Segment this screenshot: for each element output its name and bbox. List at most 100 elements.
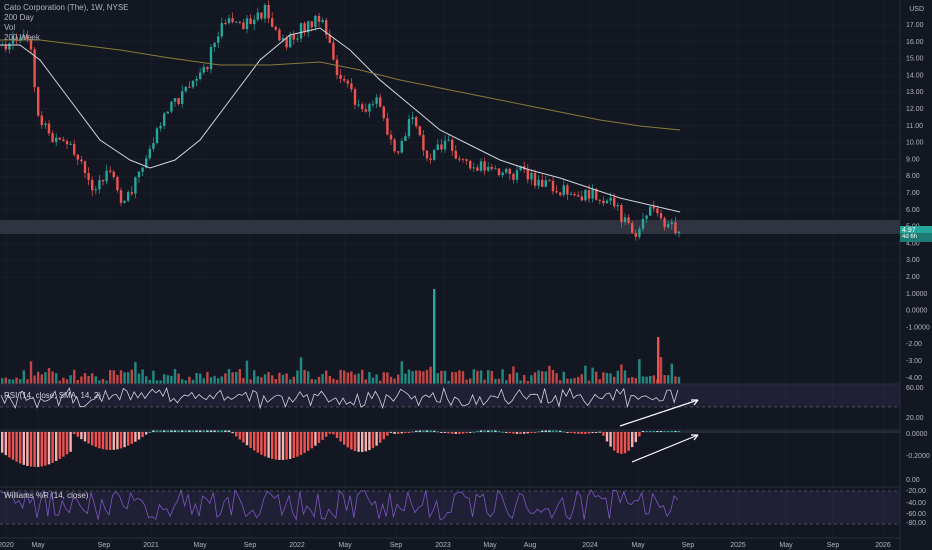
candle-body [544, 180, 547, 187]
volume-bar [677, 376, 681, 384]
candle-body [443, 140, 447, 150]
time-axis[interactable]: 2020 May Sep 2021 May Sep 2022 May Sep 2023 May Aug… [0, 542, 891, 549]
volume-bar [667, 375, 670, 384]
time-tick-label: Sep [244, 542, 257, 549]
macd-bar [537, 431, 540, 433]
rsi-label[interactable]: RSI (14, close, SMA, 14, 2) [4, 391, 101, 400]
price-axis[interactable]: 17.00 16.00 15.00 14.00 13.00 12.00 11.00 10.00… [906, 22, 930, 527]
legend-item-200-week[interactable]: 200 Week [4, 33, 40, 42]
volume-bar [670, 363, 673, 384]
volume-bar [249, 379, 252, 384]
price-tick-label: 3.00 [906, 257, 920, 264]
volume-bar [51, 371, 54, 384]
candle-body [292, 34, 295, 40]
candle-body [274, 26, 277, 30]
macd-bar [638, 432, 641, 437]
volume-bar [62, 377, 65, 384]
candle-body [119, 190, 123, 203]
macd-bar [274, 432, 277, 460]
volume-bar [512, 366, 515, 384]
macd-bar [80, 432, 83, 440]
volume-bar [256, 376, 259, 384]
volume-bar [551, 369, 555, 384]
macd-bar [332, 432, 335, 435]
candle-body [148, 148, 151, 159]
macd-bar [652, 431, 655, 432]
macd-bar [119, 432, 123, 449]
volume-bar [101, 378, 105, 384]
macd-bar [303, 432, 306, 453]
candle-body [209, 47, 213, 70]
candle-body [649, 206, 652, 216]
volume-bar [206, 371, 209, 384]
volume-bar [371, 377, 375, 384]
volume-bar [123, 372, 126, 384]
ma-200-week-line [0, 39, 681, 131]
williams-label[interactable]: Williams %R (14, close) [4, 491, 89, 500]
candle-body [51, 133, 54, 142]
macd-bar [58, 432, 61, 459]
volume-bar [461, 371, 465, 384]
macd-bar [476, 431, 479, 433]
macd-bar [73, 432, 76, 435]
macd-bar [505, 432, 508, 433]
macd-bar [11, 432, 15, 460]
candle-body [641, 218, 645, 229]
candle-body [202, 66, 205, 73]
candlesticks [1, 0, 681, 241]
volume-bar [584, 365, 587, 384]
macd-bar [202, 430, 205, 432]
candle-body [184, 86, 187, 92]
candle-body [573, 193, 576, 196]
volume-bar [350, 371, 353, 384]
candle-body [87, 173, 90, 180]
time-tick-label: May [631, 542, 645, 549]
volume-bar [94, 376, 97, 384]
candle-body [379, 97, 382, 107]
macd-bar [631, 432, 634, 448]
macd-bar [519, 432, 522, 434]
macd-bar [65, 432, 69, 455]
macd-bar [674, 431, 677, 432]
symbol-title[interactable]: Cato Corporation (The), 1W, NYSE [4, 3, 129, 12]
volume-bar [580, 374, 583, 384]
volume-bar [289, 379, 292, 384]
volume-bar [407, 369, 411, 384]
price-tick-label: 17.00 [906, 22, 924, 29]
macd-bar [587, 432, 591, 434]
macd-bar [184, 430, 187, 432]
candle-body [569, 193, 573, 195]
volume-bar [382, 372, 385, 384]
chart-grid [0, 0, 900, 538]
macd-bar [307, 432, 310, 451]
candle-body [656, 208, 659, 214]
macd-bar [379, 432, 382, 443]
williams-band [0, 491, 900, 524]
williams-r-line [0, 488, 679, 521]
macd-bar [22, 432, 25, 465]
legend-item-200-day[interactable]: 200 Day [4, 13, 34, 22]
volume-bar [343, 370, 346, 384]
candle-body [634, 232, 637, 237]
candle-body [112, 171, 115, 177]
candle-body [595, 189, 598, 200]
macd-bar [29, 432, 33, 467]
price-tick-label: 8.00 [906, 173, 920, 180]
candle-body [44, 123, 47, 125]
macd-bar [595, 432, 598, 433]
volume-bar [447, 380, 450, 384]
volume-bar [613, 376, 616, 384]
currency-label[interactable]: USD [909, 6, 924, 13]
macd-bar [346, 432, 349, 448]
volume-bar [649, 375, 652, 384]
candle-body [404, 136, 407, 141]
candle-body [555, 191, 558, 193]
legend-item-vol[interactable]: Vol [4, 23, 16, 32]
macd-bar [483, 430, 486, 432]
volume-bar [537, 370, 540, 384]
williams-tick-label: -60.00 [906, 511, 926, 518]
macd-bar [368, 432, 371, 451]
macd-bar [616, 432, 619, 454]
volume-bar [339, 369, 342, 384]
